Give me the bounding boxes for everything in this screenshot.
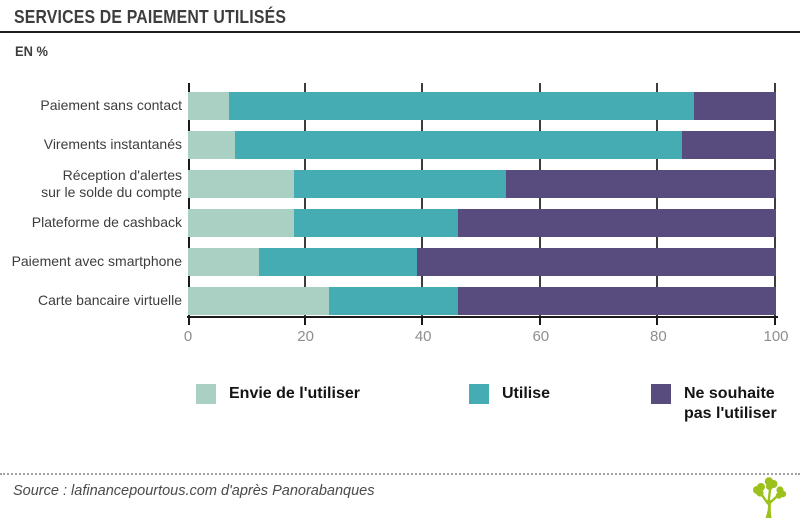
bar-segment bbox=[329, 287, 459, 315]
bar-segment bbox=[188, 92, 230, 120]
gridline-80 bbox=[656, 83, 659, 317]
x-tick-label-60: 60 bbox=[532, 328, 550, 345]
bar-segment bbox=[681, 131, 776, 159]
x-tick-20 bbox=[303, 318, 306, 325]
bar-row bbox=[188, 92, 776, 120]
x-tick-100 bbox=[774, 318, 776, 325]
bar-segment bbox=[458, 287, 776, 315]
legend-item-envie: Envie de l'utiliser bbox=[196, 384, 360, 404]
source-credit: Source : lafinancepourtous.com d'après P… bbox=[13, 483, 375, 499]
title-divider bbox=[0, 31, 800, 33]
bar-row bbox=[188, 131, 776, 159]
legend-swatch-utilise bbox=[469, 384, 489, 404]
gridline-40 bbox=[421, 83, 424, 317]
bar-segment bbox=[505, 170, 776, 198]
x-tick-60 bbox=[538, 318, 541, 325]
category-label: Réception d'alertes sur le solde du comp… bbox=[41, 166, 182, 201]
bar-segment bbox=[417, 248, 776, 276]
x-tick-label-0: 0 bbox=[183, 328, 193, 345]
legend-swatch-envie bbox=[196, 384, 216, 404]
category-label: Carte bancaire virtuelle bbox=[38, 292, 182, 309]
legend-item-utilise: Utilise bbox=[469, 384, 550, 404]
legend-label-utilise: Utilise bbox=[502, 385, 551, 402]
legend-label-envie: Envie de l'utiliser bbox=[229, 385, 360, 402]
gridline-60 bbox=[538, 83, 541, 317]
bar-row bbox=[188, 209, 776, 237]
x-tick-label-100: 100 bbox=[763, 328, 789, 345]
bar-segment bbox=[188, 170, 294, 198]
x-tick-40 bbox=[421, 318, 424, 325]
x-tick-0 bbox=[188, 318, 190, 325]
x-axis-line bbox=[187, 316, 778, 318]
bar-segment bbox=[293, 209, 459, 237]
bar-segment bbox=[229, 92, 694, 120]
x-tick-label-20: 20 bbox=[297, 328, 314, 345]
legend: Envie de l'utiliser Utilise Ne souhaite … bbox=[0, 384, 800, 446]
category-label: Plateforme de cashback bbox=[31, 214, 182, 231]
gridline-100 bbox=[774, 83, 776, 317]
legend-swatch-ne-souhaite bbox=[651, 384, 671, 404]
page-title: SERVICES DE PAIEMENT UTILISÉS bbox=[14, 7, 287, 27]
gridline-20 bbox=[303, 83, 306, 317]
bar-segment bbox=[188, 248, 259, 276]
bar-segment bbox=[235, 131, 682, 159]
bar-segment bbox=[693, 92, 776, 120]
bar-segment bbox=[188, 131, 236, 159]
bar-segment bbox=[188, 209, 294, 237]
x-tick-label-80: 80 bbox=[650, 328, 667, 345]
tree-trunk bbox=[765, 500, 772, 518]
y-axis-line bbox=[188, 83, 190, 317]
stacked-bar-chart: 0 20 40 60 80 100 Paiement sans contact Viremen… bbox=[0, 83, 800, 345]
category-label: Paiement sans contact bbox=[40, 97, 182, 114]
bar-segment bbox=[293, 170, 506, 198]
bar-row bbox=[188, 248, 776, 276]
legend-label-ne-souhaite: Ne souhaite pas l'utiliser bbox=[684, 385, 777, 422]
x-tick-80 bbox=[656, 318, 659, 325]
x-tick-label-40: 40 bbox=[414, 328, 432, 345]
bar-row bbox=[188, 287, 776, 315]
bar-row bbox=[188, 170, 776, 198]
bar-segment bbox=[458, 209, 776, 237]
legend-item-ne-souhaite: Ne souhaite pas l'utiliser bbox=[651, 384, 777, 424]
category-label: Virements instantanés bbox=[43, 136, 182, 153]
unit-label: EN % bbox=[15, 43, 48, 59]
tree-logo bbox=[753, 477, 787, 518]
bar-segment bbox=[188, 287, 330, 315]
plot-area bbox=[188, 83, 776, 317]
footer-dotted-divider bbox=[0, 473, 800, 475]
category-label: Paiement avec smartphone bbox=[11, 253, 182, 270]
bar-segment bbox=[258, 248, 418, 276]
